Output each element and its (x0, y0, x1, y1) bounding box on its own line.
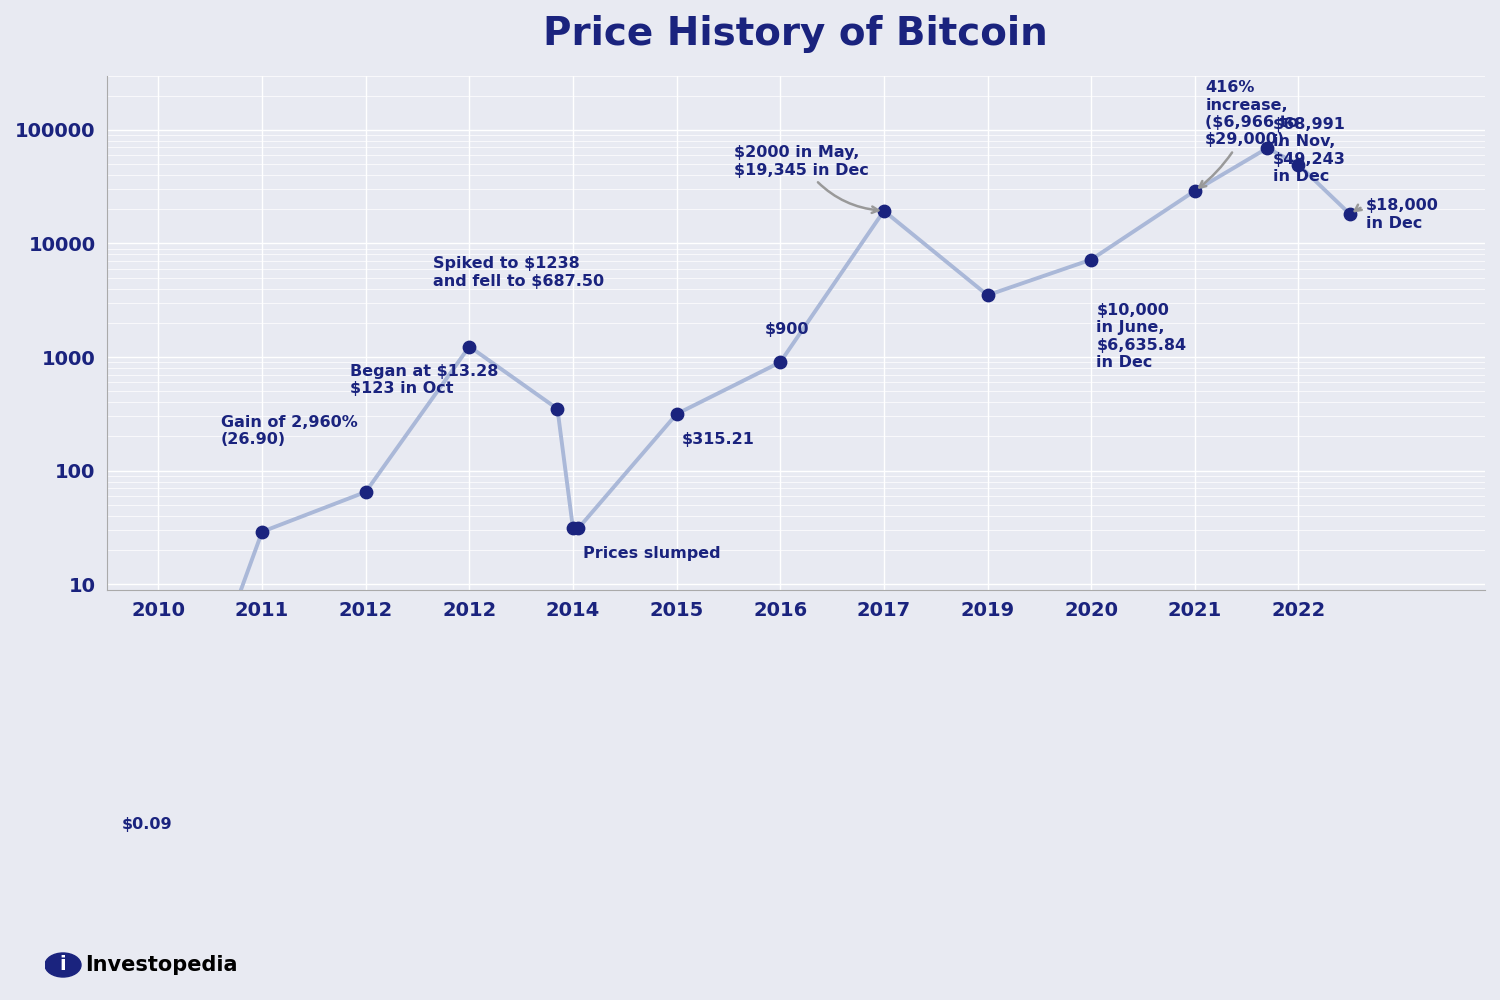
Text: $68,991
in Nov,
$49,243
in Dec: $68,991 in Nov, $49,243 in Dec (1272, 117, 1346, 184)
Point (768, 354, 792, 370)
Circle shape (45, 953, 81, 977)
Text: $18,000
in Dec: $18,000 in Dec (1354, 198, 1438, 231)
Text: 416%
increase,
($6,966 to
$29,000): 416% increase, ($6,966 to $29,000) (1198, 80, 1299, 187)
Title: Price History of Bitcoin: Price History of Bitcoin (543, 15, 1048, 53)
Point (1338, 206, 1362, 222)
Point (1287, 157, 1311, 173)
Point (354, 484, 378, 500)
Text: Investopedia: Investopedia (86, 955, 238, 975)
Point (458, 339, 482, 355)
Text: $0.09: $0.09 (122, 817, 172, 832)
Point (147, 809, 171, 825)
Text: $10,000
in June,
$6,635.84
in Dec: $10,000 in June, $6,635.84 in Dec (1096, 303, 1186, 370)
Point (251, 524, 274, 540)
Point (546, 401, 570, 417)
Point (1256, 140, 1280, 156)
Text: Spiked to $1238
and fell to $687.50: Spiked to $1238 and fell to $687.50 (433, 256, 604, 289)
Point (1184, 183, 1208, 199)
Text: Prices slumped: Prices slumped (584, 546, 722, 561)
Text: $900: $900 (765, 322, 808, 337)
Text: Began at $13.28
$123 in Oct: Began at $13.28 $123 in Oct (350, 364, 498, 396)
Text: $2000 in May,
$19,345 in Dec: $2000 in May, $19,345 in Dec (734, 145, 879, 213)
Point (664, 406, 688, 422)
Text: Gain of 2,960%
(26.90): Gain of 2,960% (26.90) (220, 415, 357, 447)
Text: $315.21: $315.21 (682, 432, 754, 447)
Point (566, 520, 590, 536)
Text: i: i (60, 956, 66, 974)
Point (1078, 252, 1102, 268)
Point (871, 203, 895, 219)
Point (975, 287, 999, 303)
Point (561, 520, 585, 536)
